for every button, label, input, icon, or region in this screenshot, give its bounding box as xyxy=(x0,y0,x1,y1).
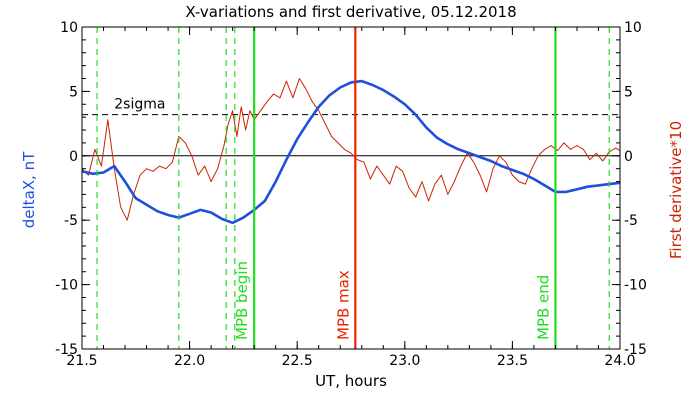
mpb-begin-label: MPB begin xyxy=(233,261,251,340)
chart-title: X-variations and first derivative, 05.12… xyxy=(185,3,516,21)
axes: 21.5 22.0 22.5 23.0 23.5 24.0-15-10-50510-15-… xyxy=(55,20,647,369)
y-axis-right-label: First derivative*10 xyxy=(667,121,685,259)
two-sigma-label: 2sigma xyxy=(114,97,165,113)
plot-frame xyxy=(81,26,621,350)
y-left-tick-label: 5 xyxy=(69,84,78,100)
y-right-tick-label: 10 xyxy=(624,20,642,36)
deltax-curve xyxy=(82,79,620,225)
y-axis-left-label: deltaX, nT xyxy=(20,151,38,228)
y-right-tick-label: 0 xyxy=(624,149,633,165)
y-left-tick-label: 10 xyxy=(60,20,78,36)
x-tick-label: 21.5 xyxy=(66,353,97,369)
y-right-tick-label: -5 xyxy=(624,213,638,229)
y-right-tick-label: -15 xyxy=(624,342,647,358)
plot-area: 2sigma MPB begin MPB max MPB end xyxy=(82,27,620,349)
x-tick-label: 22.5 xyxy=(282,353,313,369)
x-tick-label: 23.5 xyxy=(497,353,528,369)
y-right-tick-label: -10 xyxy=(624,278,647,294)
y-right-tick-label: 5 xyxy=(624,84,633,100)
plot-inner xyxy=(82,27,620,349)
y-left-tick-label: 0 xyxy=(69,149,78,165)
mpb-end-label: MPB end xyxy=(534,275,552,340)
derivative-curve xyxy=(82,78,620,221)
y-left-tick-label: -5 xyxy=(64,213,78,229)
y-left-tick-label: -10 xyxy=(55,278,78,294)
y-left-tick-label: -15 xyxy=(55,342,78,358)
x-axis-label: UT, hours xyxy=(315,372,387,390)
x-tick-label: 23.0 xyxy=(389,353,420,369)
x-tick-label: 22.0 xyxy=(174,353,205,369)
mpb-max-label: MPB max xyxy=(334,270,352,340)
x-tick-label: 24.0 xyxy=(604,353,635,369)
